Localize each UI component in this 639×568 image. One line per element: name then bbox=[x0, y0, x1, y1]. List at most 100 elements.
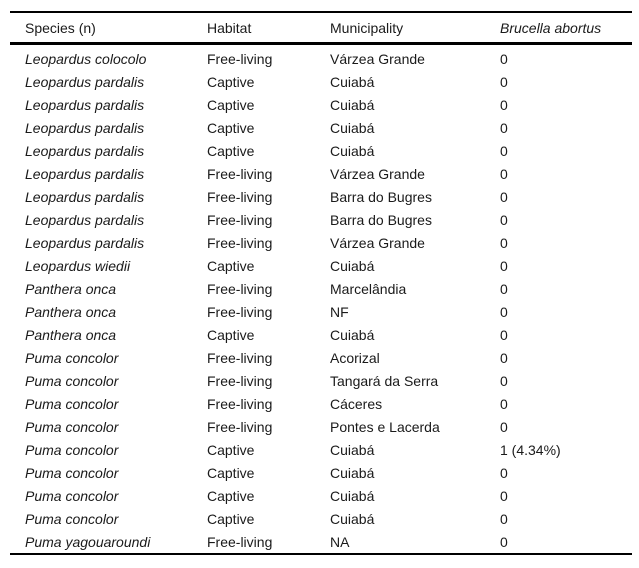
species-cell: Panthera onca bbox=[25, 326, 117, 343]
column-header-species: Species (n) bbox=[25, 19, 96, 36]
table-row: Leopardus pardalis Free-living Várzea Gran… bbox=[10, 162, 632, 185]
habitat-cell: Captive bbox=[207, 464, 255, 481]
header-row: Species (n) Habitat Municipality Brucell… bbox=[10, 12, 632, 44]
brucella-cell: 0 bbox=[500, 234, 508, 251]
species-brucella-table: Species (n) Habitat Municipality Brucell… bbox=[10, 11, 632, 555]
table-row: Leopardus pardalis Captive Cuiabá 0 bbox=[10, 116, 632, 139]
table-row: Panthera onca Free-living NF 0 bbox=[10, 300, 632, 323]
municipality-cell: Tangará da Serra bbox=[330, 372, 439, 389]
species-cell: Puma concolor bbox=[25, 418, 119, 435]
table-row: Leopardus wiedii Captive Cuiabá 0 bbox=[10, 254, 632, 277]
species-cell: Puma concolor bbox=[25, 487, 119, 504]
habitat-cell: Free-living bbox=[207, 372, 273, 389]
municipality-cell: NF bbox=[330, 303, 349, 320]
habitat-cell: Captive bbox=[207, 257, 255, 274]
habitat-cell: Captive bbox=[207, 326, 255, 343]
results-table-container: Species (n) Habitat Municipality Brucell… bbox=[10, 11, 632, 555]
brucella-cell: 0 bbox=[500, 188, 508, 205]
species-cell: Puma concolor bbox=[25, 349, 119, 366]
habitat-cell: Free-living bbox=[207, 188, 273, 205]
table-row: Puma concolor Captive Cuiabá 0 bbox=[10, 507, 632, 530]
species-cell: Leopardus wiedii bbox=[25, 257, 131, 274]
municipality-cell: Cuiabá bbox=[330, 119, 375, 136]
municipality-cell: Cuiabá bbox=[330, 142, 375, 159]
species-cell: Leopardus pardalis bbox=[25, 96, 145, 113]
table-body: Leopardus colocolo Free-living Várzea Gran… bbox=[10, 44, 632, 555]
brucella-cell: 0 bbox=[500, 303, 508, 320]
species-cell: Leopardus colocolo bbox=[25, 50, 147, 67]
table-row: Puma concolor Captive Cuiabá 0 bbox=[10, 484, 632, 507]
species-cell: Leopardus pardalis bbox=[25, 73, 145, 90]
species-cell: Puma yagouaroundi bbox=[25, 533, 151, 550]
municipality-cell: Barra do Bugres bbox=[330, 188, 432, 205]
habitat-cell: Free-living bbox=[207, 395, 273, 412]
species-cell: Leopardus pardalis bbox=[25, 165, 145, 182]
municipality-cell: Cáceres bbox=[330, 395, 383, 412]
table-row: Leopardus pardalis Free-living Várzea Gran… bbox=[10, 231, 632, 254]
table-row: Panthera onca Captive Cuiabá 0 bbox=[10, 323, 632, 346]
species-cell: Panthera onca bbox=[25, 303, 117, 320]
habitat-cell: Free-living bbox=[207, 349, 273, 366]
column-header-municipality: Municipality bbox=[330, 19, 404, 36]
habitat-cell: Captive bbox=[207, 73, 255, 90]
municipality-cell: Marcelândia bbox=[330, 280, 407, 297]
species-cell: Panthera onca bbox=[25, 280, 117, 297]
municipality-cell: Várzea Grande bbox=[330, 50, 425, 67]
table-row: Leopardus colocolo Free-living Várzea Gran… bbox=[10, 44, 632, 71]
table-row: Leopardus pardalis Free-living Barra do Bu… bbox=[10, 185, 632, 208]
species-cell: Leopardus pardalis bbox=[25, 188, 145, 205]
habitat-cell: Free-living bbox=[207, 234, 273, 251]
table-row: Leopardus pardalis Captive Cuiabá 0 bbox=[10, 70, 632, 93]
table-row: Puma concolor Free-living Pontes e Lacerda… bbox=[10, 415, 632, 438]
brucella-cell: 0 bbox=[500, 395, 508, 412]
habitat-cell: Captive bbox=[207, 487, 255, 504]
column-header-brucella-abortus: Brucella abortus bbox=[500, 19, 602, 36]
habitat-cell: Captive bbox=[207, 510, 255, 527]
habitat-cell: Captive bbox=[207, 441, 255, 458]
municipality-cell: Acorizal bbox=[330, 349, 380, 366]
brucella-cell: 0 bbox=[500, 533, 508, 550]
species-cell: Puma concolor bbox=[25, 395, 119, 412]
species-cell: Puma concolor bbox=[25, 464, 119, 481]
brucella-cell: 0 bbox=[500, 73, 508, 90]
habitat-cell: Free-living bbox=[207, 303, 273, 320]
brucella-cell: 0 bbox=[500, 280, 508, 297]
table-row: Puma concolor Free-living Cáceres 0 bbox=[10, 392, 632, 415]
municipality-cell: Várzea Grande bbox=[330, 234, 425, 251]
municipality-cell: Cuiabá bbox=[330, 257, 375, 274]
species-cell: Puma concolor bbox=[25, 372, 119, 389]
brucella-cell: 0 bbox=[500, 165, 508, 182]
species-cell: Leopardus pardalis bbox=[25, 142, 145, 159]
municipality-cell: Cuiabá bbox=[330, 326, 375, 343]
habitat-cell: Free-living bbox=[207, 533, 273, 550]
brucella-cell: 0 bbox=[500, 142, 508, 159]
municipality-cell: NA bbox=[330, 533, 350, 550]
habitat-cell: Captive bbox=[207, 142, 255, 159]
brucella-cell: 0 bbox=[500, 326, 508, 343]
municipality-cell: Cuiabá bbox=[330, 96, 375, 113]
brucella-cell: 0 bbox=[500, 349, 508, 366]
brucella-cell: 0 bbox=[500, 418, 508, 435]
habitat-cell: Captive bbox=[207, 119, 255, 136]
brucella-cell: 0 bbox=[500, 257, 508, 274]
brucella-cell: 0 bbox=[500, 50, 508, 67]
species-cell: Puma concolor bbox=[25, 510, 119, 527]
municipality-cell: Cuiabá bbox=[330, 464, 375, 481]
brucella-cell: 0 bbox=[500, 96, 508, 113]
brucella-cell: 0 bbox=[500, 119, 508, 136]
table-row: Panthera onca Free-living Marcelândia 0 bbox=[10, 277, 632, 300]
municipality-cell: Cuiabá bbox=[330, 441, 375, 458]
brucella-cell: 0 bbox=[500, 487, 508, 504]
habitat-cell: Free-living bbox=[207, 418, 273, 435]
brucella-cell: 0 bbox=[500, 211, 508, 228]
brucella-cell: 0 bbox=[500, 372, 508, 389]
species-cell: Leopardus pardalis bbox=[25, 119, 145, 136]
table-row: Puma concolor Free-living Tangará da Serra… bbox=[10, 369, 632, 392]
table-row: Leopardus pardalis Captive Cuiabá 0 bbox=[10, 93, 632, 116]
municipality-cell: Cuiabá bbox=[330, 73, 375, 90]
brucella-cell: 1 (4.34%) bbox=[500, 441, 561, 458]
brucella-cell: 0 bbox=[500, 464, 508, 481]
table-row: Puma concolor Captive Cuiabá 1 (4.34%) bbox=[10, 438, 632, 461]
habitat-cell: Captive bbox=[207, 96, 255, 113]
table-row: Leopardus pardalis Free-living Barra do Bu… bbox=[10, 208, 632, 231]
